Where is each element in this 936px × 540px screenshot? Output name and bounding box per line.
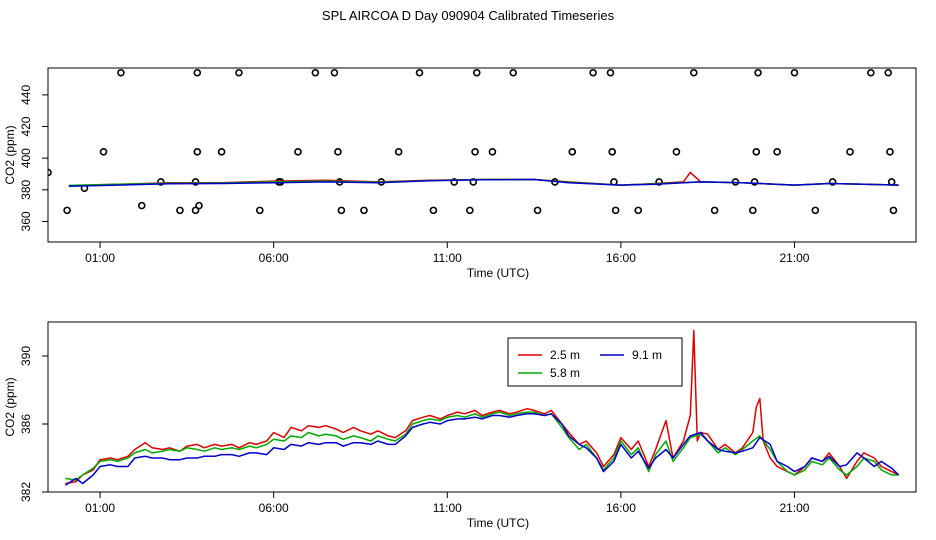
data-point: [655, 178, 663, 186]
data-point: [846, 148, 854, 156]
data-point: [137, 201, 146, 210]
data-point: [811, 206, 820, 215]
series-line-9-1-m: [68, 178, 899, 188]
data-point: [509, 68, 518, 77]
data-point: [749, 206, 757, 215]
data-point: [330, 68, 339, 77]
data-point: [334, 148, 342, 156]
data-point: [710, 206, 719, 215]
series-line-9-1-m: [64, 413, 900, 486]
data-point: [294, 148, 302, 156]
data-point: [360, 206, 368, 215]
plot-frame: [47, 67, 917, 243]
data-point: [195, 201, 203, 210]
data-point: [790, 68, 799, 77]
data-point: [99, 148, 108, 156]
y-tick-label: 380: [19, 179, 33, 199]
data-point: [466, 206, 474, 215]
x-tick-label: 11:00: [433, 501, 462, 515]
data-point: [217, 148, 226, 156]
data-point: [193, 148, 202, 156]
series-line-5-8-m: [65, 411, 899, 481]
data-point: [450, 178, 459, 186]
data-point: [884, 68, 893, 77]
data-point: [754, 68, 762, 77]
bottom-panel: 01:00 06:00 11:00 16:00 21:00 382 386 390 Time (…: [3, 321, 917, 530]
data-point: [415, 68, 424, 77]
data-point: [689, 68, 698, 77]
x-tick-label: 16:00: [606, 251, 636, 265]
data-point: [117, 68, 125, 77]
x-tick-label: 21:00: [779, 501, 809, 515]
data-point: [255, 206, 264, 215]
data-point: [311, 68, 320, 77]
plot-area: [64, 329, 900, 486]
data-point: [568, 148, 577, 156]
data-point: [752, 148, 761, 156]
data-point: [471, 148, 479, 156]
data-point: [589, 68, 597, 77]
data-point: [886, 148, 894, 156]
data-point: [193, 68, 202, 77]
y-tick-label: 386: [19, 414, 33, 434]
data-point: [235, 68, 243, 77]
y-tick-label: 382: [19, 482, 33, 502]
data-point: [488, 148, 497, 156]
y-tick-label: 440: [19, 85, 33, 105]
data-point: [429, 206, 438, 215]
y-tick-label: 360: [19, 211, 33, 231]
data-point: [773, 148, 781, 156]
plot-frame: [47, 321, 917, 493]
data-point: [889, 206, 898, 215]
y-axis-label: CO2 (ppm): [3, 377, 17, 436]
data-point: [611, 206, 620, 215]
legend-label: 2.5 m: [550, 348, 580, 362]
data-point: [157, 178, 165, 186]
plot-area: [48, 68, 899, 215]
x-tick-label: 06:00: [259, 251, 289, 265]
legend-box: [507, 337, 683, 387]
data-point: [63, 206, 71, 215]
figure-title: SPL AIRCOA D Day 090904 Calibrated Times…: [321, 8, 615, 23]
y-tick-label: 390: [19, 346, 33, 366]
legend-label: 5.8 m: [550, 366, 580, 380]
y-axis-label: CO2 (ppm): [3, 125, 17, 184]
data-point: [191, 178, 200, 186]
data-point: [672, 148, 681, 156]
x-tick-label: 16:00: [606, 501, 636, 515]
y-tick-label: 400: [19, 148, 33, 168]
data-point: [634, 206, 643, 215]
x-axis-label: Time (UTC): [467, 516, 529, 530]
x-tick-label: 01:00: [85, 501, 115, 515]
x-tick-label: 21:00: [779, 251, 809, 265]
top-panel: 01:00 06:00 11:00 16:00 21:00 360 380 400 420 440…: [3, 67, 917, 280]
x-tick-label: 06:00: [259, 501, 289, 515]
legend-label: 9.1 m: [632, 348, 662, 362]
data-point: [337, 206, 346, 215]
series-line-2-5-m: [65, 329, 899, 485]
data-point: [533, 206, 542, 215]
x-tick-label: 01:00: [85, 251, 115, 265]
data-point: [191, 206, 200, 215]
data-point: [48, 168, 52, 177]
data-point: [608, 148, 617, 156]
data-point: [828, 178, 837, 186]
x-tick-label: 11:00: [433, 251, 462, 265]
x-axis-label: Time (UTC): [467, 266, 529, 280]
data-point: [472, 68, 481, 77]
data-point: [750, 178, 759, 186]
data-point: [176, 206, 184, 215]
data-point: [887, 178, 896, 186]
data-point: [867, 68, 875, 77]
y-tick-label: 420: [19, 116, 33, 136]
data-point: [606, 68, 615, 77]
data-point: [394, 148, 403, 156]
